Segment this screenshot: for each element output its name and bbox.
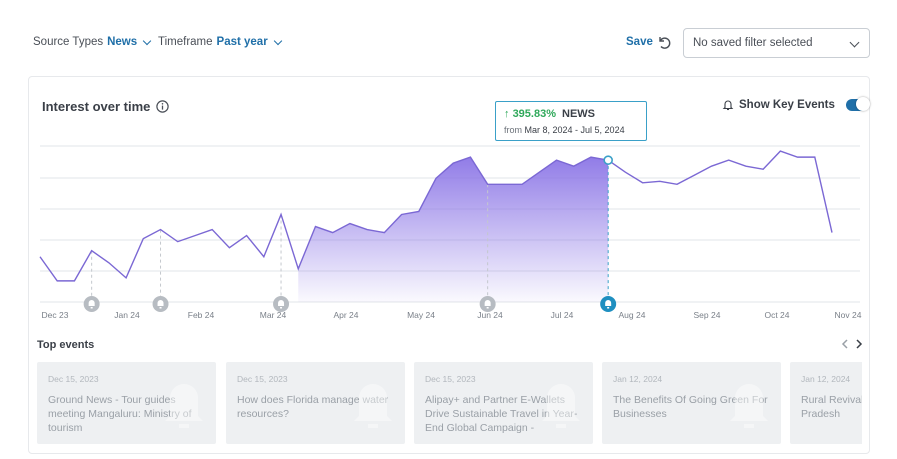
selected-point [603,155,613,165]
x-tick-label: Mar 24 [260,310,287,320]
timeframe-label: Timeframe [158,36,213,48]
event-card[interactable]: Dec 15, 2023 Alipay+ and Partner E-Wallet… [414,362,593,444]
chart-title: Interest over time [42,99,170,114]
x-tick-label: Dec 23 [42,310,69,320]
show-key-events: Show Key Events [722,97,870,111]
x-tick-label: Aug 24 [619,310,646,320]
event-date: Dec 15, 2023 [237,374,288,384]
bell-icon [730,384,768,428]
event-bell-icon-clapper [280,307,283,309]
event-bell-icon-clapper [159,307,162,309]
saved-filter-select[interactable]: No saved filter selected [683,28,870,58]
bell-icon [542,384,580,428]
x-tick-label: Apr 24 [333,310,358,320]
event-date: Dec 15, 2023 [48,374,99,384]
event-date: Dec 15, 2023 [425,374,476,384]
highlight-area [298,157,609,302]
event-title: How does Florida manage water resources? [237,394,389,420]
timeframe-filter[interactable]: Timeframe Past year [158,36,282,48]
interest-chart: Dec 23 Jan 24 Feb 24 Mar 24 Apr 24 May 24 Jun … [39,145,862,320]
event-title: The Benefits Of Going Green For Business… [613,394,768,420]
event-bell-icon-clapper [90,307,93,309]
top-events-title: Top events [37,339,95,351]
bell-icon [722,100,734,111]
x-tick-label: Feb 24 [188,310,215,320]
save-button[interactable]: Save [626,36,653,48]
event-bell-icon-glyph [88,300,95,306]
event-bell-icon-clapper [486,307,489,309]
source-types-filter[interactable]: Source Types News [33,36,152,48]
x-tick-label: Jul 24 [551,310,574,320]
x-tick-label: Jun 24 [477,310,503,320]
top-events-list: Dec 15, 2023 Ground News - Tour guides me… [37,362,862,444]
event-bell-icon-glyph [605,300,612,306]
event-date: Jan 12, 2024 [801,374,851,384]
x-tick-label: Sep 24 [694,310,721,320]
saved-filter-value: No saved filter selected [693,37,813,49]
key-events-label: Show Key Events [739,99,835,111]
event-card[interactable]: Dec 15, 2023 How does Florida manage wate… [226,362,405,444]
tooltip-percent: ↑ 395.83% [504,108,556,120]
tooltip-series: NEWS [562,108,595,120]
event-title: Alipay+ and Partner E-Wallets Drive Sust… [425,394,578,434]
event-card[interactable]: Jan 12, 2024 Rural Revival: tourism flou … [790,362,862,444]
bell-icon [354,384,392,428]
tooltip-range: Mar 8, 2024 - Jul 5, 2024 [524,125,625,135]
event-bell-icon-glyph [278,300,285,306]
source-types-value: News [107,36,138,48]
info-icon[interactable] [156,100,170,113]
event-bell-icon-clapper [607,307,610,309]
series-line [39,150,833,282]
event-title: Rural Revival: tourism flou Pradesh [801,394,862,420]
x-tick-label: Oct 24 [764,310,789,320]
timeframe-value: Past year [216,36,268,48]
tooltip-from-label: from [504,125,522,135]
chart-tooltip: ↑ 395.83% NEWS from Mar 8, 2024 - Jul 5,… [495,101,647,141]
chart-title-text: Interest over time [42,99,151,114]
chevron-left-icon[interactable] [838,337,852,351]
x-tick-label: Jan 24 [114,310,140,320]
filter-bar: Source Types News Timeframe Past year Sa… [0,0,897,78]
undo-icon[interactable] [657,35,671,49]
event-date: Jan 12, 2024 [613,374,663,384]
key-events-toggle[interactable] [845,97,870,111]
bell-icon [165,384,203,428]
source-types-label: Source Types [33,36,104,48]
event-title: Ground News - Tour guides meeting Mangal… [48,394,192,434]
event-bell-icon-glyph [157,300,164,306]
event-card[interactable]: Jan 12, 2024 The Benefits Of Going Green … [602,362,781,444]
chevron-right-icon[interactable] [852,337,866,351]
event-bell-icon-glyph [484,300,491,306]
x-tick-label: May 24 [407,310,435,320]
event-card[interactable]: Dec 15, 2023 Ground News - Tour guides me… [37,362,216,444]
x-tick-label: Nov 24 [835,310,862,320]
